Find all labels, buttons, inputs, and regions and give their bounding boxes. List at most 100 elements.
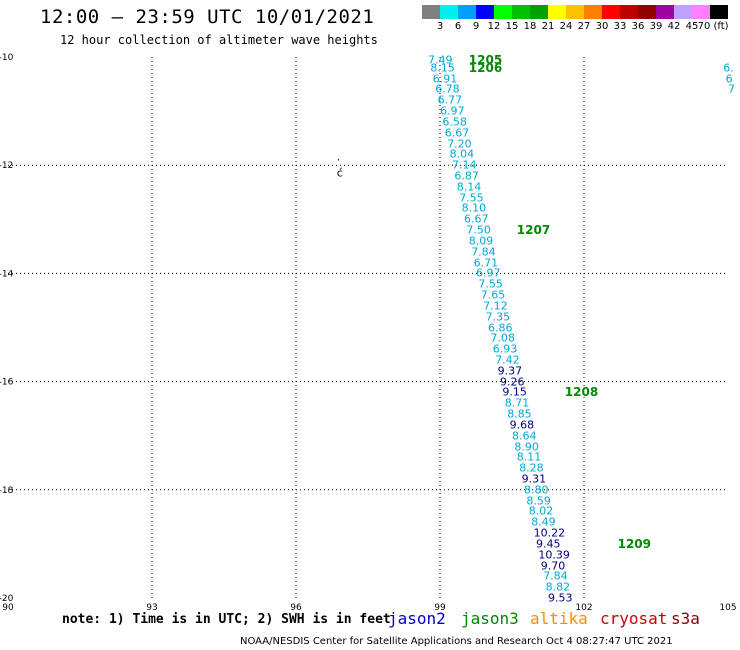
color-scale-label: 33 [613, 21, 627, 32]
wave-height-value: 7.20 [447, 137, 472, 151]
wave-height-value: 8.15 [430, 61, 455, 75]
lat-tick-label: -16 [0, 378, 14, 388]
lon-tick-label: 99 [434, 603, 446, 613]
wave-height-value: 6.91 [432, 72, 458, 86]
satellite-legend-jason2: jason2 [388, 609, 446, 628]
wave-height-value: 6.86 [488, 321, 513, 334]
wave-height-value: 8.49 [531, 515, 556, 529]
color-swatch [494, 5, 512, 19]
wave-height-value: 9.26 [500, 375, 525, 389]
wave-height-value: 9.68 [509, 418, 535, 432]
wave-height-value: 9.31 [521, 472, 547, 486]
color-swatch [530, 5, 548, 19]
color-scale-label: 42 [667, 21, 681, 32]
wave-height-value: 7.84 [543, 569, 568, 583]
wave-height-value: 6.58 [442, 115, 467, 129]
wave-height-value: 9.70 [540, 559, 566, 573]
color-scale-bar [422, 5, 728, 19]
wave-height-value: 7.14 [452, 158, 477, 172]
color-scale-label: 39 [649, 21, 663, 32]
wave-height-value: 8.82 [545, 580, 571, 594]
island-marker: ć [336, 166, 343, 180]
wave-height-value: 9.53 [548, 591, 573, 605]
wave-height-value: 7.12 [483, 299, 508, 313]
wave-height-value: 8.59 [526, 494, 551, 508]
color-swatch [710, 5, 728, 19]
lon-tick-label: 96 [290, 603, 302, 613]
wave-height-value: 6.71 [473, 256, 499, 270]
wave-height-value: 8.71 [504, 396, 530, 410]
wave-height-value: 8.85 [507, 407, 532, 421]
wave-height-value: 6.97 [440, 104, 465, 118]
wave-height-value: 9.15 [502, 385, 527, 399]
lon-tick-label: 102 [575, 603, 592, 613]
page-subtitle: 12 hour collection of altimeter wave hei… [60, 33, 378, 47]
color-scale-label: 9 [472, 21, 480, 32]
satellite-legend-s3a: s3a [671, 609, 700, 628]
color-swatch [620, 5, 638, 19]
satellite-legend-altika: altika [530, 609, 588, 628]
color-swatch [638, 5, 656, 19]
color-scale-label: 18 [523, 21, 537, 32]
color-scale-label: 70 (ft) [697, 21, 729, 32]
wave-height-value: 7.65 [480, 288, 506, 302]
wave-height-value: 8.09 [468, 234, 494, 248]
wave-height-value: 7.55 [459, 191, 484, 205]
wave-height-value: 8.28 [519, 461, 544, 475]
wave-height-value: 6 [725, 72, 733, 86]
satellite-legend-cryosat: cryosat [600, 609, 668, 628]
lat-tick-label: -12 [0, 161, 13, 171]
lat-tick-label: -20 [0, 594, 14, 604]
footer-note: note: 1) Time is in UTC; 2) SWH is in fe… [62, 612, 391, 627]
color-scale-label: 21 [541, 21, 555, 32]
track-time-label: 1207 [516, 223, 551, 238]
wave-height-value: 6.87 [454, 169, 479, 183]
color-scale-label: 15 [505, 21, 519, 32]
wave-height-value: 10.22 [533, 526, 566, 540]
wave-height-value: 8.64 [512, 429, 537, 443]
wave-height-value: 7 [728, 82, 735, 96]
color-swatch [440, 5, 458, 19]
track-time-label: 1205 [468, 52, 503, 67]
color-swatch [548, 5, 566, 19]
wave-height-value: 6. [723, 61, 734, 75]
track-time-label: 1206 [468, 60, 503, 75]
color-swatch [422, 5, 440, 19]
wave-height-value: 7.49 [428, 53, 453, 67]
color-swatch [584, 5, 602, 19]
color-scale-label: 24 [559, 21, 573, 32]
lon-tick-label: 105 [719, 603, 736, 613]
color-swatch [602, 5, 620, 19]
wave-height-value: 10.39 [538, 548, 570, 562]
wave-height-value: 9.37 [497, 364, 523, 378]
lat-tick-label: -14 [0, 269, 14, 279]
satellite-legend-jason3: jason3 [461, 609, 519, 628]
color-swatch [476, 5, 494, 19]
lat-tick-label: -10 [0, 53, 14, 63]
wave-height-value: 8.90 [514, 440, 539, 454]
wave-height-value: 8.14 [456, 180, 482, 194]
wave-height-value: 7.42 [495, 353, 520, 367]
lon-tick-label: 90 [2, 603, 14, 613]
wave-height-value: 8.80 [524, 483, 549, 497]
wave-height-value: 7.08 [490, 331, 515, 345]
wave-height-value: 6.78 [435, 82, 460, 96]
wave-height-map: 90 93 96 99 102 105 -10 -12 -14 -16 -18 -20 [0, 53, 737, 613]
color-swatch [674, 5, 692, 19]
color-scale-label: 3 [436, 21, 444, 32]
color-scale-labels: 3 6 9 12 15 18 21 24 27 30 33 36 39 42 45 70 (ft) [422, 21, 740, 33]
wave-height-value: 6.97 [476, 266, 501, 280]
color-swatch [656, 5, 674, 19]
color-scale-label: 27 [577, 21, 591, 32]
wave-height-value: 7.84 [471, 245, 496, 259]
credit-line: NOAA/NESDIS Center for Satellite Applica… [240, 636, 673, 647]
color-scale-label: 36 [631, 21, 645, 32]
wave-height-value: 8.10 [461, 201, 487, 215]
color-swatch [458, 5, 476, 19]
color-swatch [566, 5, 584, 19]
color-scale-label: 6 [454, 21, 462, 32]
wave-height-value: 6.67 [444, 126, 470, 140]
color-scale-label: 45 [685, 21, 699, 32]
track-time-label: 1208 [564, 385, 599, 400]
wave-height-value: 7.50 [466, 223, 491, 237]
